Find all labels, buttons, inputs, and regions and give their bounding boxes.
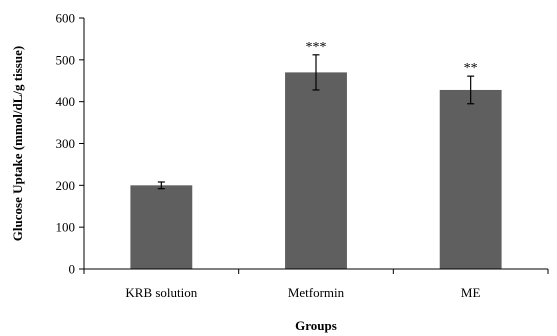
significance-label: *** — [306, 40, 327, 55]
y-tick-label: 100 — [56, 220, 76, 235]
y-axis-title: Glucose Uptake (mmol/dL/g tissue) — [10, 46, 25, 241]
bar — [439, 89, 502, 269]
y-tick-label: 600 — [56, 11, 76, 26]
x-tick-label: KRB solution — [125, 285, 197, 300]
x-tick-label: Metformin — [288, 285, 345, 300]
y-tick-label: 200 — [56, 178, 76, 193]
x-tick-label: ME — [461, 285, 481, 300]
y-axis: 0 100 200 300 400 500 600 — [56, 11, 85, 277]
y-tick-label: 400 — [56, 94, 76, 109]
x-axis: KRB solution Metformin ME — [83, 268, 549, 300]
y-tick-label: 0 — [69, 262, 76, 277]
y-tick-label: 300 — [56, 136, 76, 151]
bar — [130, 185, 193, 269]
bar — [285, 72, 347, 269]
x-axis-title: Groups — [295, 318, 337, 333]
significance-label: ** — [464, 61, 478, 76]
y-tick-label: 500 — [56, 52, 76, 67]
bars: ***** — [130, 40, 502, 269]
